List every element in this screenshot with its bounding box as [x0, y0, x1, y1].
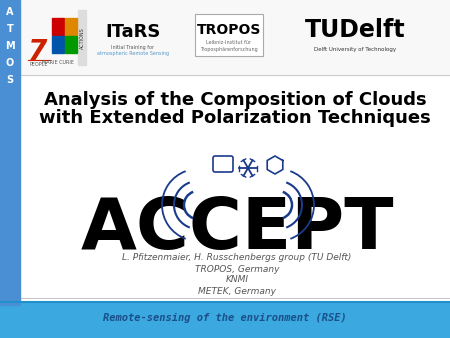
- Bar: [0, 0, 20, 305]
- Text: TUDelft: TUDelft: [305, 18, 405, 42]
- Text: ACCEPT: ACCEPT: [80, 195, 394, 265]
- Text: Troposphärenforschung: Troposphärenforschung: [200, 48, 258, 52]
- Text: M: M: [5, 41, 15, 51]
- Bar: [78, 10, 86, 65]
- Text: Remote-sensing of the environment (RSE): Remote-sensing of the environment (RSE): [103, 313, 347, 323]
- Text: TROPOS: TROPOS: [197, 23, 261, 37]
- Text: TROPOS, Germany: TROPOS, Germany: [195, 265, 279, 273]
- Bar: [52, 36, 64, 53]
- Text: S: S: [6, 75, 14, 85]
- Bar: [52, 18, 64, 35]
- Text: PEOPLE: PEOPLE: [30, 63, 48, 68]
- Text: Initial Training for: Initial Training for: [112, 46, 154, 50]
- Text: ITaRS: ITaRS: [105, 23, 161, 41]
- Bar: [65, 36, 77, 53]
- Text: 7: 7: [27, 38, 47, 66]
- Text: with Extended Polarization Techniques: with Extended Polarization Techniques: [39, 109, 431, 127]
- Text: T: T: [7, 24, 14, 34]
- Bar: [0, 303, 450, 338]
- Text: L. Pfitzenmaier, H. Russchenbergs group (TU Delft): L. Pfitzenmaier, H. Russchenbergs group …: [122, 254, 352, 263]
- Text: Delft University of Technology: Delft University of Technology: [314, 48, 396, 52]
- Text: ACTIONS: ACTIONS: [80, 27, 85, 49]
- Text: atmospheric Remote Sensing: atmospheric Remote Sensing: [97, 51, 169, 56]
- Text: A: A: [6, 7, 14, 17]
- Text: Analysis of the Composition of Clouds: Analysis of the Composition of Clouds: [44, 91, 426, 109]
- Text: O: O: [6, 58, 14, 68]
- Bar: [195, 14, 263, 56]
- Text: KNMI: KNMI: [225, 275, 248, 285]
- Bar: [65, 18, 77, 35]
- Bar: [20, 0, 450, 75]
- Text: METEK, Germany: METEK, Germany: [198, 287, 276, 295]
- Text: MARIE CURIE: MARIE CURIE: [42, 59, 74, 65]
- Text: Leibniz-Institut für: Leibniz-Institut für: [207, 41, 252, 46]
